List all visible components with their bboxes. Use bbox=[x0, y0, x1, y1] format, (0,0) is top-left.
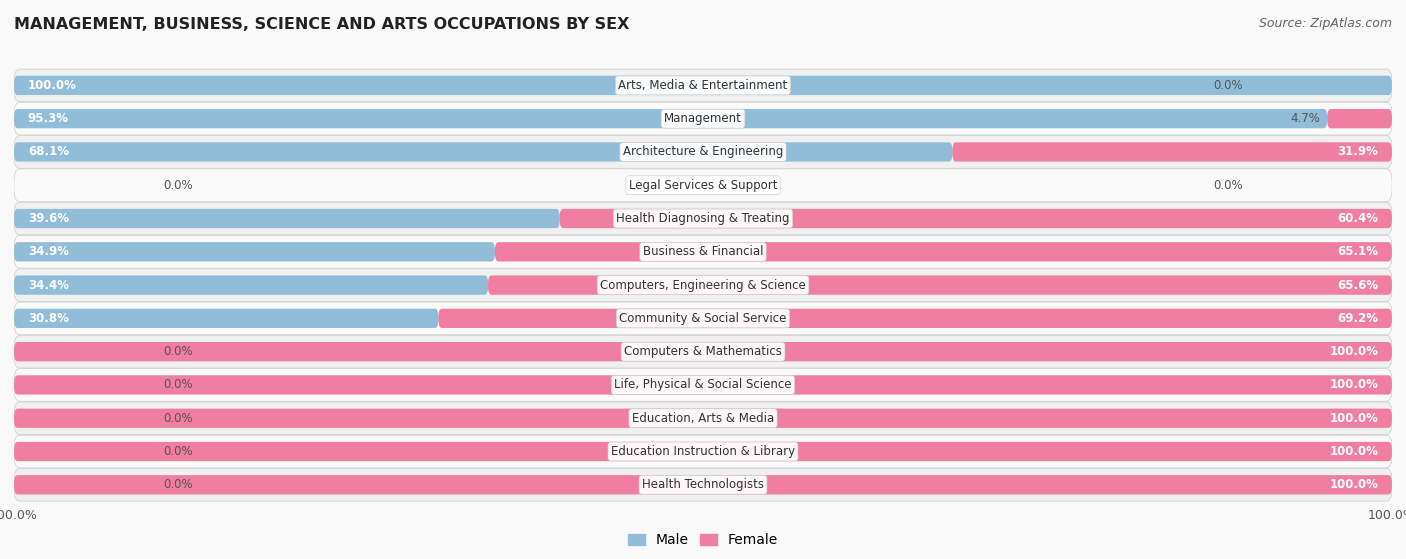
FancyBboxPatch shape bbox=[1327, 109, 1392, 129]
FancyBboxPatch shape bbox=[14, 209, 560, 228]
Text: 0.0%: 0.0% bbox=[1213, 79, 1243, 92]
Text: 0.0%: 0.0% bbox=[163, 445, 193, 458]
FancyBboxPatch shape bbox=[14, 143, 952, 162]
Text: 31.9%: 31.9% bbox=[1337, 145, 1378, 158]
Text: 39.6%: 39.6% bbox=[28, 212, 69, 225]
FancyBboxPatch shape bbox=[488, 276, 1392, 295]
Text: Community & Social Service: Community & Social Service bbox=[619, 312, 787, 325]
Text: 0.0%: 0.0% bbox=[163, 179, 193, 192]
Text: Education, Arts & Media: Education, Arts & Media bbox=[631, 412, 775, 425]
FancyBboxPatch shape bbox=[952, 143, 1392, 162]
FancyBboxPatch shape bbox=[14, 202, 1392, 235]
Text: Arts, Media & Entertainment: Arts, Media & Entertainment bbox=[619, 79, 787, 92]
Text: 68.1%: 68.1% bbox=[28, 145, 69, 158]
Text: 34.9%: 34.9% bbox=[28, 245, 69, 258]
Text: 100.0%: 100.0% bbox=[1329, 412, 1378, 425]
Text: 4.7%: 4.7% bbox=[1291, 112, 1320, 125]
FancyBboxPatch shape bbox=[14, 368, 1392, 401]
Text: 100.0%: 100.0% bbox=[1329, 445, 1378, 458]
Text: 65.6%: 65.6% bbox=[1337, 278, 1378, 292]
FancyBboxPatch shape bbox=[14, 242, 495, 262]
Text: Legal Services & Support: Legal Services & Support bbox=[628, 179, 778, 192]
Text: Architecture & Engineering: Architecture & Engineering bbox=[623, 145, 783, 158]
Text: 100.0%: 100.0% bbox=[1329, 378, 1378, 391]
Text: 0.0%: 0.0% bbox=[163, 479, 193, 491]
Text: 95.3%: 95.3% bbox=[28, 112, 69, 125]
Text: 100.0%: 100.0% bbox=[1329, 345, 1378, 358]
Text: Computers, Engineering & Science: Computers, Engineering & Science bbox=[600, 278, 806, 292]
Text: 100.0%: 100.0% bbox=[1329, 479, 1378, 491]
Text: 0.0%: 0.0% bbox=[1213, 179, 1243, 192]
FancyBboxPatch shape bbox=[14, 69, 1392, 102]
FancyBboxPatch shape bbox=[14, 409, 1392, 428]
FancyBboxPatch shape bbox=[14, 302, 1392, 335]
FancyBboxPatch shape bbox=[14, 269, 1392, 301]
Text: 0.0%: 0.0% bbox=[163, 345, 193, 358]
FancyBboxPatch shape bbox=[14, 375, 1392, 395]
Text: 0.0%: 0.0% bbox=[163, 412, 193, 425]
FancyBboxPatch shape bbox=[439, 309, 1392, 328]
Text: 30.8%: 30.8% bbox=[28, 312, 69, 325]
Text: Source: ZipAtlas.com: Source: ZipAtlas.com bbox=[1258, 17, 1392, 30]
FancyBboxPatch shape bbox=[14, 309, 439, 328]
Text: 60.4%: 60.4% bbox=[1337, 212, 1378, 225]
Text: 69.2%: 69.2% bbox=[1337, 312, 1378, 325]
FancyBboxPatch shape bbox=[14, 475, 1392, 495]
Text: 65.1%: 65.1% bbox=[1337, 245, 1378, 258]
FancyBboxPatch shape bbox=[14, 402, 1392, 434]
FancyBboxPatch shape bbox=[14, 468, 1392, 501]
FancyBboxPatch shape bbox=[14, 102, 1392, 135]
Text: MANAGEMENT, BUSINESS, SCIENCE AND ARTS OCCUPATIONS BY SEX: MANAGEMENT, BUSINESS, SCIENCE AND ARTS O… bbox=[14, 17, 630, 32]
FancyBboxPatch shape bbox=[14, 335, 1392, 368]
Text: Education Instruction & Library: Education Instruction & Library bbox=[612, 445, 794, 458]
Text: Business & Financial: Business & Financial bbox=[643, 245, 763, 258]
FancyBboxPatch shape bbox=[14, 276, 488, 295]
Text: 100.0%: 100.0% bbox=[28, 79, 77, 92]
FancyBboxPatch shape bbox=[14, 342, 1392, 361]
Text: 0.0%: 0.0% bbox=[163, 378, 193, 391]
FancyBboxPatch shape bbox=[14, 136, 1392, 168]
Text: Management: Management bbox=[664, 112, 742, 125]
FancyBboxPatch shape bbox=[14, 109, 1327, 129]
FancyBboxPatch shape bbox=[14, 435, 1392, 468]
FancyBboxPatch shape bbox=[14, 235, 1392, 268]
Text: Life, Physical & Social Science: Life, Physical & Social Science bbox=[614, 378, 792, 391]
Text: Computers & Mathematics: Computers & Mathematics bbox=[624, 345, 782, 358]
FancyBboxPatch shape bbox=[14, 169, 1392, 202]
Text: Health Technologists: Health Technologists bbox=[643, 479, 763, 491]
Text: 34.4%: 34.4% bbox=[28, 278, 69, 292]
FancyBboxPatch shape bbox=[560, 209, 1392, 228]
FancyBboxPatch shape bbox=[14, 442, 1392, 461]
Legend: Male, Female: Male, Female bbox=[623, 528, 783, 553]
Text: Health Diagnosing & Treating: Health Diagnosing & Treating bbox=[616, 212, 790, 225]
FancyBboxPatch shape bbox=[14, 75, 1392, 95]
FancyBboxPatch shape bbox=[495, 242, 1392, 262]
